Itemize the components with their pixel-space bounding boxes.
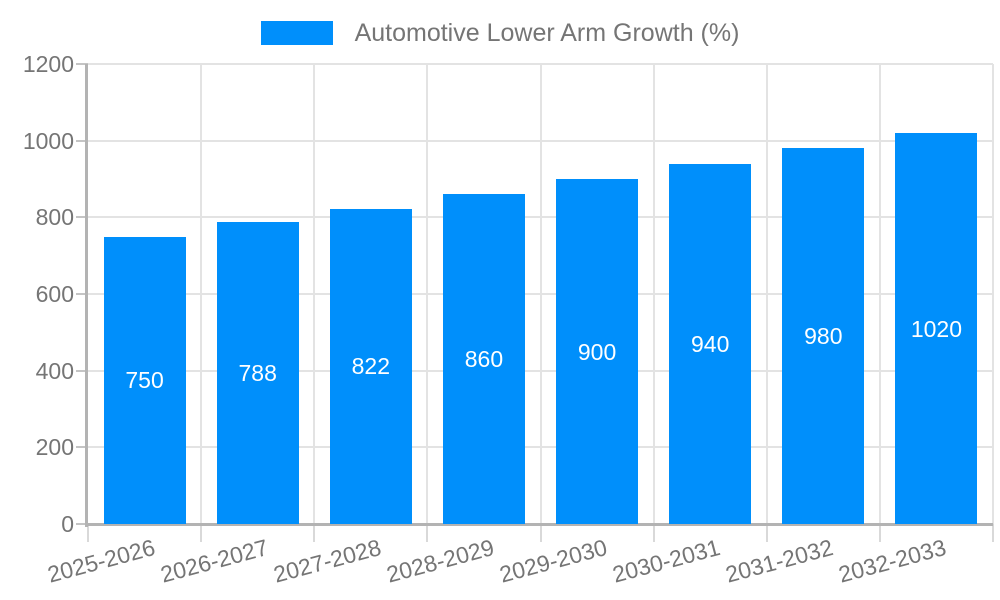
x-axis-tick [878,524,881,542]
x-axis-tick-label: 2027-2028 [270,534,384,588]
gridline-vertical [200,64,203,524]
bar-2032-2033[interactable]: 1020 [895,133,978,524]
gridline-vertical [765,64,768,524]
x-axis-tick-label: 2026-2027 [157,534,271,588]
x-axis-tick [992,524,994,542]
legend-swatch-icon [260,21,333,45]
y-axis-line [85,64,88,527]
y-axis-tick [76,369,88,372]
x-axis-tick [765,524,768,542]
x-axis-tick [200,524,203,542]
y-axis-tick [76,523,88,525]
x-axis-tick [539,524,542,542]
x-axis-tick-label: 2025-2026 [44,534,158,588]
x-axis-tick [426,524,429,542]
y-axis-tick [76,216,88,219]
bar-2031-2032[interactable]: 980 [782,148,865,524]
x-axis-tick-label: 2030-2031 [609,534,723,588]
bar-2027-2028[interactable]: 822 [329,208,412,524]
y-axis-tick-label: 400 [35,357,74,384]
bar-2028-2029[interactable]: 860 [442,194,525,524]
bar-value-label: 940 [691,330,730,357]
y-axis-tick [76,63,88,65]
y-axis-tick-label: 200 [35,434,74,461]
y-axis-tick-label: 0 [61,511,74,537]
bar-value-label: 980 [804,323,843,350]
bar-value-label: 788 [238,359,277,386]
y-axis-tick-label: 1000 [22,127,74,154]
x-axis-tick [652,524,655,542]
gridline-vertical [313,64,316,524]
y-axis-tick [76,139,88,142]
bar-2029-2030[interactable]: 900 [556,179,639,524]
y-axis-tick [76,293,88,295]
gridline-vertical [992,64,994,524]
gridline-vertical [426,64,429,524]
bar-value-label: 900 [577,338,617,365]
y-axis-tick [76,446,88,449]
bar-value-label: 1020 [910,315,963,342]
bar-value-label: 860 [464,346,504,373]
bar-value-label: 822 [351,353,390,380]
legend-label: Automotive Lower Arm Growth (%) [354,19,740,47]
bar-value-label: 750 [125,367,164,394]
y-axis-tick-label: 800 [35,204,74,231]
legend-item[interactable]: Automotive Lower Arm Growth (%) [260,19,740,47]
y-axis-tick-label: 1200 [22,51,74,77]
y-axis-tick-label: 600 [35,281,74,307]
x-axis-tick-label: 2028-2029 [383,534,497,588]
gridline-vertical [652,64,655,524]
bar-2026-2027[interactable]: 788 [216,221,299,524]
gridline-vertical [539,64,542,524]
x-axis-tick-label: 2032-2033 [836,534,950,588]
x-axis-tick-label: 2029-2030 [496,534,610,588]
x-axis-line [88,523,993,526]
x-axis-tick [87,524,89,542]
bar-2030-2031[interactable]: 940 [669,163,752,524]
chart-legend: Automotive Lower Arm Growth (%) [0,19,1000,47]
gridline-vertical [878,64,881,524]
x-axis-tick [313,524,316,542]
x-axis-tick-label: 2031-2032 [723,534,837,588]
bar-2025-2026[interactable]: 750 [103,236,186,524]
